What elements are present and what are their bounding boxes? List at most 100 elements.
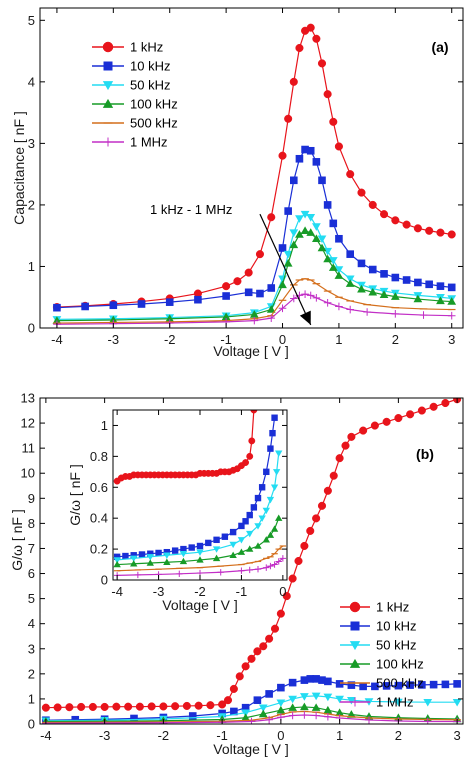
- panel-a-label: (a): [431, 39, 448, 55]
- panel-b-inset-point-10-khz: [267, 445, 274, 452]
- panel-b-point-1-khz: [253, 647, 262, 656]
- panel-b-point-1-khz: [171, 702, 180, 711]
- panel-b-point-1-khz: [270, 624, 280, 633]
- panel-b-inset-point-10-khz: [122, 552, 129, 560]
- panel-a-point-1-mhz: [250, 316, 259, 325]
- panel-b-inset-xtick-label: -1: [236, 584, 248, 599]
- panel-b-inset-point-100-khz: [113, 560, 121, 568]
- panel-b-point-1-khz: [223, 696, 233, 705]
- panel-a-legend-label: 500 kHz: [130, 116, 178, 131]
- panel-b-inset-point-50-khz: [258, 515, 266, 522]
- panel-a-point-10-khz: [329, 219, 338, 228]
- panel-a-point-100-khz: [345, 279, 355, 287]
- panel-b-point-1-khz: [182, 701, 191, 710]
- panel-b-point-1-khz: [317, 501, 327, 510]
- panel-b-inset-point-100-khz: [179, 557, 188, 565]
- panel-b-inset-point-100-khz: [270, 525, 279, 532]
- panel-b-ytick-label: 11: [22, 441, 36, 456]
- panel-a-point-100-khz: [368, 287, 378, 296]
- panel-b-xtick-label: -1: [216, 728, 228, 743]
- panel-b-point-1-khz: [259, 642, 268, 651]
- panel-b-point-1-khz: [53, 703, 62, 712]
- panel-a-point-100-khz: [436, 296, 445, 305]
- panel-b-ytick-label: 8: [28, 516, 35, 531]
- panel-b-xtick-label: -2: [158, 728, 170, 743]
- panel-b-point-10-khz: [429, 680, 438, 689]
- panel-b-inset-point-10-khz: [138, 551, 146, 558]
- panel-a-legend-label: 1 kHz: [130, 40, 163, 55]
- panel-a-point-100-khz: [300, 226, 310, 234]
- panel-b-point-10-khz: [71, 715, 80, 724]
- panel-a-point-50-khz: [300, 210, 310, 219]
- panel-b-inset-point-50-khz: [270, 484, 279, 491]
- panel-a-point-10-khz: [436, 282, 445, 290]
- panel-b-inset-series-500-khz: [113, 545, 287, 572]
- panel-a-point-1-mhz: [290, 294, 298, 303]
- panel-a-legend-marker-1-mhz: [103, 137, 113, 147]
- panel-b-inset-point-10-khz: [205, 539, 212, 547]
- panel-b-ytick-label: 4: [28, 616, 35, 631]
- panel-b-legend-label: 500 kHz: [376, 676, 424, 691]
- panel-b-point-1-khz: [347, 432, 356, 441]
- panel-a-legend-marker-100-khz: [102, 98, 114, 108]
- panel-b-inset-point-10-khz: [196, 542, 204, 550]
- panel-b-legend-label: 100 kHz: [376, 657, 424, 672]
- panel-b-inset-point-10-khz: [213, 536, 220, 544]
- panel-b-inset-point-1-mhz: [246, 566, 253, 574]
- panel-b-inset-point-1-mhz: [254, 565, 262, 573]
- panel-b-legend: 1 kHz 10 kHz 50 kHz 100 kHz 500 kHz 1 MHz: [340, 600, 424, 710]
- panel-b-inset-series-1-mhz: [113, 555, 287, 579]
- panel-b-point-1-khz: [288, 574, 297, 583]
- panel-b-inset-point-10-khz: [238, 522, 245, 530]
- panel-b-point-1-khz: [335, 454, 344, 463]
- panel-a-point-1-khz: [323, 90, 332, 99]
- panel-b-inset-series-group: [113, 410, 287, 579]
- panel-b-inset-point-50-khz: [246, 530, 254, 538]
- panel-b-inset-point-1-mhz: [275, 558, 282, 565]
- panel-a-point-100-khz: [295, 230, 304, 238]
- panel-a-point-1-khz: [425, 226, 434, 235]
- panel-b-inset-point-100-khz: [212, 554, 221, 562]
- panel-a-point-10-khz: [301, 145, 309, 154]
- panel-b-point-10-khz: [335, 680, 344, 688]
- panel-b-point-100-khz: [347, 710, 356, 718]
- panel-b-point-50-khz: [335, 695, 344, 704]
- panel-a-series-1-mhz: [53, 290, 456, 328]
- panel-b-inset-point-50-khz: [266, 496, 275, 504]
- panel-a-xtick-label: -4: [51, 332, 63, 347]
- panel-b-inset-point-100-khz: [196, 556, 204, 563]
- panel-b-legend-item-50-khz: 50 kHz: [340, 638, 416, 653]
- panel-b-legend-item-10-khz: 10 kHz: [340, 619, 416, 634]
- panel-b-inset-point-10-khz: [171, 547, 179, 554]
- panel-a-legend-marker-10-khz: [103, 61, 113, 71]
- panel-a-point-1-khz: [357, 188, 366, 197]
- panel-a-point-100-khz: [328, 263, 338, 271]
- panel-a-series-group: [52, 23, 457, 328]
- panel-b-point-10-khz: [347, 681, 356, 689]
- panel-b-point-1-khz: [406, 410, 415, 419]
- panel-b-legend-label: 1 kHz: [376, 600, 409, 615]
- panel-b-point-1-khz: [441, 398, 450, 408]
- panel-a-legend-marker-1-khz: [102, 41, 114, 53]
- panel-b-point-1-khz: [294, 556, 303, 566]
- panel-b-inset-series-50-khz: [113, 450, 283, 564]
- panel-b-inset-point-50-khz: [262, 507, 270, 515]
- panel-a-point-1-khz: [233, 277, 242, 286]
- panel-b-point-1-khz: [100, 702, 109, 711]
- panel-b-point-1-khz: [300, 541, 309, 551]
- panel-b-point-10-khz: [277, 683, 285, 692]
- panel-a-point-1-khz: [267, 213, 276, 222]
- panel-b-inset-point-10-khz: [271, 414, 278, 421]
- panel-b-xtick-label: -3: [99, 728, 111, 743]
- panel-b-ytick-label: 7: [28, 541, 35, 556]
- panel-a-point-1-mhz: [267, 314, 276, 322]
- panel-a-point-100-khz: [52, 316, 62, 324]
- panel-a-point-1-khz: [413, 224, 422, 233]
- panel-b-point-10-khz: [382, 682, 391, 690]
- panel-a-point-10-khz: [391, 273, 400, 282]
- panel-b-point-10-khz: [265, 690, 273, 698]
- panel-a-point-1-mhz: [335, 302, 343, 311]
- panel-b-point-50-khz: [452, 698, 462, 707]
